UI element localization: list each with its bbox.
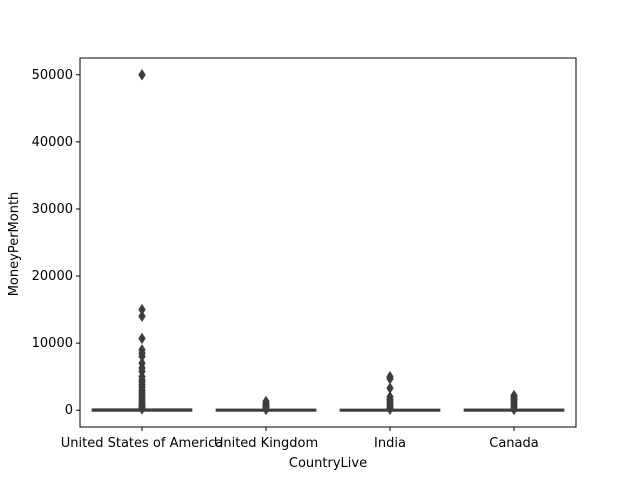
box-group-2	[339, 370, 441, 415]
outlier-point	[138, 403, 146, 415]
outlier-point	[510, 403, 518, 416]
y-tick-label: 10000	[32, 336, 73, 351]
plot-layer	[91, 69, 565, 416]
outlier-point	[262, 403, 270, 416]
y-axis-label: MoneyPerMonth	[7, 192, 22, 297]
x-tick-label: Canada	[489, 436, 538, 451]
outlier-point	[386, 403, 394, 415]
y-tick-label: 0	[65, 403, 73, 418]
x-tick-label: United States of America	[61, 436, 223, 451]
outlier-point	[138, 332, 146, 345]
plot-frame	[79, 57, 577, 428]
box-group-3	[463, 389, 565, 416]
outlier-point	[138, 310, 146, 323]
y-tick-label: 50000	[32, 68, 73, 83]
outlier-point	[138, 69, 146, 81]
box-group-0	[91, 69, 193, 415]
y-tick-label: 20000	[32, 269, 73, 284]
y-tick-label: 30000	[32, 202, 73, 217]
box-group-1	[215, 395, 317, 416]
x-tick-label: United Kingdom	[214, 436, 318, 451]
axis-layer: 0 10000 20000 30000 40000 50000 United States …	[32, 57, 577, 451]
x-tick-label: India	[374, 436, 406, 451]
y-tick-label: 40000	[32, 135, 73, 150]
x-axis-label: CountryLive	[289, 456, 367, 471]
